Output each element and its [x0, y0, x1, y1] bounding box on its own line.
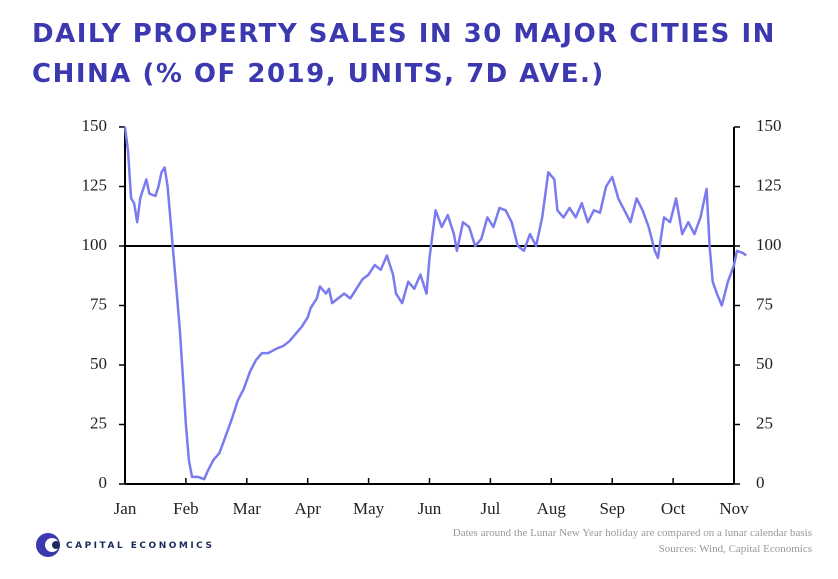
chart-title: DAILY PROPERTY SALES IN 30 MAJOR CITIES … — [32, 19, 776, 49]
y2-tick-label: 50 — [756, 354, 773, 373]
logo-text: CAPITAL ECONOMICS — [66, 541, 214, 551]
y2-tick-label: 25 — [756, 413, 773, 432]
y-tick-label: 75 — [90, 294, 107, 313]
y-tick-label: 150 — [82, 116, 108, 135]
y-tick-label: 0 — [99, 473, 108, 492]
logo — [36, 533, 60, 557]
y2-tick-label: 125 — [756, 175, 782, 194]
data-line — [123, 126, 747, 481]
x-tick-label: Sep — [599, 499, 625, 518]
x-tick-label: Oct — [661, 499, 686, 518]
x-tick-label: Apr — [294, 499, 321, 518]
x-tick-label: Nov — [719, 499, 749, 518]
x-tick-label: Jul — [480, 499, 500, 518]
y2-tick-label: 75 — [756, 294, 773, 313]
y2-tick-label: 0 — [756, 473, 765, 492]
y2-tick-label: 100 — [756, 235, 782, 254]
x-tick-label: May — [353, 499, 385, 518]
y2-tick-label: 150 — [756, 116, 782, 135]
y-tick-label: 100 — [82, 235, 108, 254]
x-tick-label: Mar — [233, 499, 262, 518]
x-tick-label: Jan — [114, 499, 137, 518]
x-tick-label: Aug — [537, 499, 567, 518]
logo-icon — [52, 541, 60, 549]
x-tick-label: Jun — [418, 499, 442, 518]
note: Dates around the Lunar New Year holiday … — [453, 527, 812, 539]
y-tick-label: 50 — [90, 354, 107, 373]
x-tick-label: Feb — [173, 499, 199, 518]
chart-title: CHINA (% OF 2019, UNITS, 7D AVE.) — [32, 59, 605, 89]
source: Sources: Wind, Capital Economics — [659, 543, 812, 555]
y-tick-label: 125 — [82, 175, 108, 194]
y-tick-label: 25 — [90, 413, 107, 432]
